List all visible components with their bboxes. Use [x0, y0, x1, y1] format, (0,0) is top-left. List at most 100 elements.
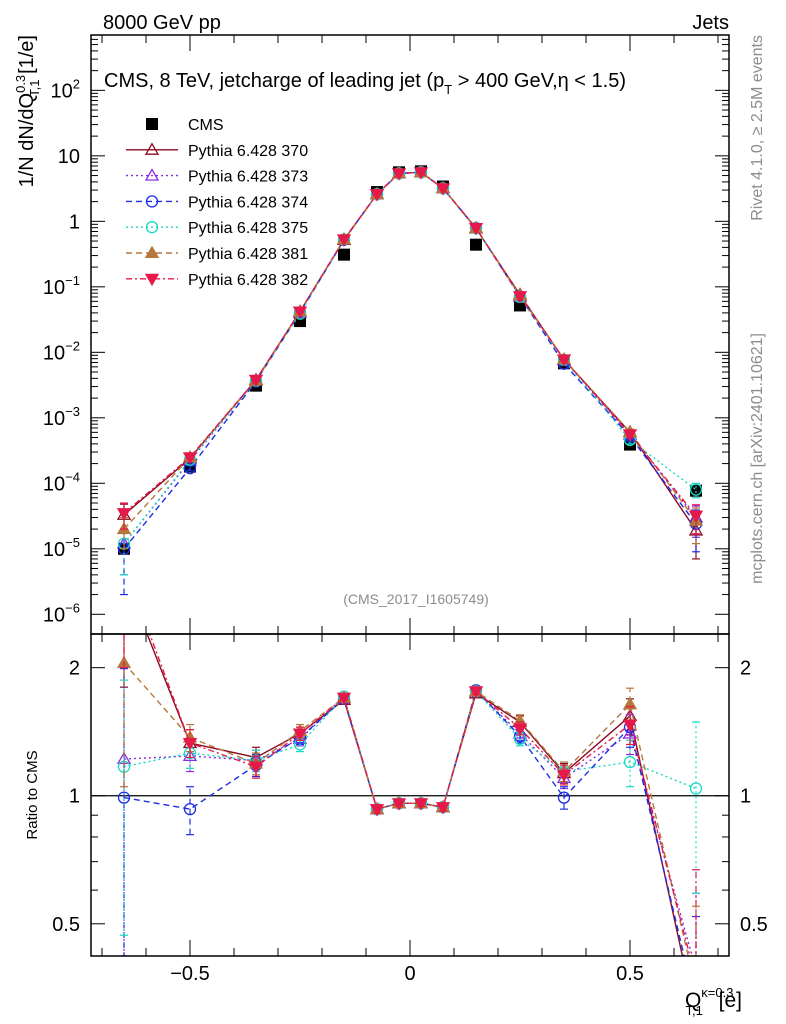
header-left: 8000 GeV pp: [103, 12, 221, 34]
legend-marker: [145, 195, 159, 208]
main-point: [688, 510, 704, 524]
ratio-point: [556, 769, 572, 783]
plot-title-b: > 400 GeV,η < 1.5): [452, 70, 626, 92]
legend-entry-1: Pythia 6.428 373: [126, 168, 308, 186]
legend-label-data: CMS: [188, 117, 224, 134]
main-point: [116, 508, 132, 521]
x-axis-label: Qκ=0.3 T,1 [e]: [685, 985, 742, 1018]
ratio-series-line-5: [148, 634, 691, 956]
ratio-xtick-label: −0.5: [170, 963, 209, 985]
legend-marker: [144, 168, 160, 181]
ratio-ytick-label-right: 2: [740, 658, 751, 680]
main-data-point: [470, 238, 482, 251]
ratio-point: [435, 802, 451, 815]
main-ytick-label: 102: [51, 76, 80, 102]
legend-data-marker: [146, 118, 158, 130]
main-point: [468, 222, 484, 236]
ratio-point: [622, 726, 638, 739]
ratio-ytick-label: 1: [69, 786, 80, 808]
main-point: [369, 189, 385, 202]
x-axis-label-a: Q: [685, 989, 701, 1012]
main-ytick-label: 10−2: [43, 338, 80, 364]
legend-entry-data: CMS: [146, 117, 224, 134]
main-point: [391, 168, 407, 181]
ratio-point: [690, 975, 702, 985]
main-point: [182, 452, 198, 465]
ratio-point: [336, 692, 352, 706]
main-ytick-label: 10: [58, 146, 80, 168]
main-point: [688, 523, 704, 536]
ratio-ytick-label-right: 1: [740, 786, 751, 808]
legend-entry-5: Pythia 6.428 382: [126, 272, 308, 289]
x-axis-label-sub: T,1: [685, 1003, 702, 1018]
main-data-point: [338, 248, 350, 261]
main-point: [248, 374, 264, 388]
plot-title-sub: T: [444, 82, 452, 97]
legend-label-2: Pythia 6.428 374: [188, 194, 308, 211]
legend-label-0: Pythia 6.428 370: [188, 143, 308, 160]
plot-title-a: CMS, 8 TeV, jetcharge of leading jet (p: [104, 70, 444, 92]
ratio-point: [689, 782, 703, 795]
main-point: [689, 483, 703, 496]
legend-marker: [144, 245, 160, 259]
main-ytick-label: 10−3: [43, 404, 80, 430]
main-series-line-2: [123, 171, 697, 550]
main-point: [435, 183, 451, 196]
axes-layer: 10−6 10−5 10−4 10−3 10−2 10−1 1 10 102 −0.5 0 0.5 0.…: [43, 34, 768, 985]
main-ytick-label: 10−1: [43, 273, 80, 299]
legend-marker: [144, 273, 160, 287]
ratio-ylabel: Ratio to CMS: [24, 750, 41, 839]
main-ytick-label: 10−6: [43, 600, 80, 626]
plot-title: CMS, 8 TeV, jetcharge of leading jet (pT…: [104, 70, 626, 97]
main-ylabel-b: [1/e]: [16, 35, 38, 79]
ratio-point: [623, 755, 637, 769]
legend-label-4: Pythia 6.428 381: [188, 246, 308, 263]
ratio-point: [391, 798, 407, 811]
main-frame: [90, 34, 730, 635]
ratio-point: [292, 728, 308, 741]
main-series-line-5: [123, 171, 697, 517]
ratio-ytick-label: 0.5: [52, 914, 80, 936]
ratio-point: [512, 723, 528, 736]
main-ytick-label: 10−5: [43, 535, 80, 561]
rivet-label: Rivet 4.1.0, ≥ 2.5M events: [749, 35, 766, 221]
ratio-ytick-label-right: 0.5: [740, 914, 768, 936]
main-point: [292, 306, 308, 319]
ratio-point: [468, 686, 484, 699]
main-plot-area: [116, 164, 704, 596]
ratio-plot-area: [91, 634, 729, 985]
ratio-point: [182, 738, 198, 751]
legend-entry-3: Pythia 6.428 375: [126, 220, 308, 237]
ratio-point: [117, 791, 131, 804]
ratio-point: [413, 798, 429, 811]
legend-marker: [145, 221, 159, 234]
main-point: [336, 234, 352, 247]
main-ylabel-a: 1/N dN/dQ: [16, 93, 38, 187]
main-point: [622, 429, 638, 442]
main-ylabel: 1/N dN/dQ0.3T,1 [1/e]: [13, 35, 42, 187]
ratio-xtick-label: 0: [404, 963, 415, 985]
ratio-point: [622, 719, 638, 732]
main-ytick-label: 10−4: [43, 469, 80, 495]
ratio-xtick-label: 0.5: [616, 963, 644, 985]
ratio-point: [182, 748, 198, 762]
ratio-series-line-2: [123, 688, 685, 956]
main-ylabel-sub: T,1: [27, 79, 42, 96]
ratio-point: [690, 964, 702, 974]
x-axis-label-sup: κ=0.3: [701, 985, 733, 1000]
main-ytick-label: 1: [69, 211, 80, 233]
main-ylabel-sup: 0.3: [13, 75, 28, 93]
legend-entry-0: Pythia 6.428 370: [126, 142, 308, 160]
legend-label-1: Pythia 6.428 373: [188, 169, 308, 186]
main-point: [556, 354, 572, 367]
ratio-ytick-label: 2: [69, 658, 80, 680]
legend-marker: [144, 142, 160, 155]
legend-entry-2: Pythia 6.428 374: [126, 194, 308, 211]
ratio-series-5: [120, 634, 702, 985]
main-series-5: [116, 167, 704, 535]
ratio-point: [369, 804, 385, 817]
main-point: [512, 291, 528, 304]
legend-entry-4: Pythia 6.428 381: [126, 245, 308, 263]
main-point: [413, 167, 429, 180]
